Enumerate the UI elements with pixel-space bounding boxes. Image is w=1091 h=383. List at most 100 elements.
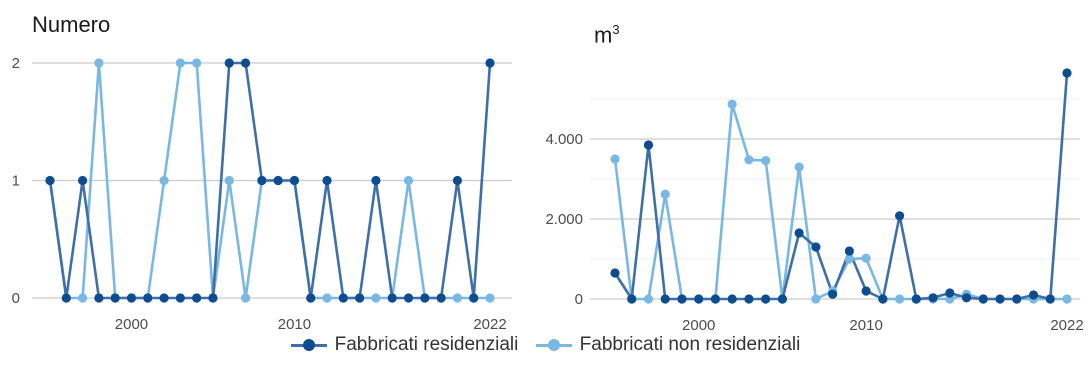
data-point-nonresidential <box>660 189 670 199</box>
data-point-residential <box>710 294 721 304</box>
x-tick-label: 2010 <box>849 317 882 330</box>
data-point-residential <box>273 175 283 186</box>
data-point-residential <box>861 286 871 296</box>
data-point-nonresidential <box>811 294 821 304</box>
legend-swatch-residential <box>290 336 327 354</box>
data-point-residential <box>610 268 620 278</box>
data-point-residential <box>322 175 332 186</box>
x-tick-label: 2000 <box>682 317 715 330</box>
legend-label-residential: Fabbricati residenziali <box>334 334 519 355</box>
y-tick-label: 2 <box>12 55 20 72</box>
data-point-residential <box>485 58 495 68</box>
data-point-residential <box>1045 294 1055 304</box>
data-point-residential <box>143 293 153 303</box>
data-point-residential <box>844 246 854 256</box>
x-tick-label: 2000 <box>115 316 148 330</box>
data-point-residential <box>677 294 687 304</box>
x-tick-label: 2022 <box>1050 317 1083 330</box>
data-point-nonresidential <box>322 293 332 303</box>
data-point-nonresidential <box>403 175 414 186</box>
data-point-residential <box>452 175 463 186</box>
data-point-residential <box>1028 290 1039 300</box>
legend-item-residential[interactable]: Fabbricati residenziali <box>290 334 519 356</box>
data-point-residential <box>94 293 104 303</box>
data-point-residential <box>978 294 988 304</box>
data-point-residential <box>224 58 234 68</box>
data-point-residential <box>420 293 430 303</box>
data-point-nonresidential <box>192 58 202 68</box>
data-point-nonresidential <box>94 58 104 68</box>
data-point-nonresidential <box>861 253 871 263</box>
data-point-residential <box>761 294 771 304</box>
data-point-nonresidential <box>794 162 804 172</box>
x-tick-label: 2010 <box>278 316 311 330</box>
data-point-residential <box>627 294 637 304</box>
data-point-residential <box>240 58 251 68</box>
data-point-nonresidential <box>452 293 463 303</box>
data-point-residential <box>961 293 972 303</box>
data-point-nonresidential <box>744 155 754 165</box>
data-point-nonresidential <box>485 293 495 303</box>
chart-2-title: m3 <box>594 22 620 48</box>
data-point-residential <box>208 293 218 303</box>
data-point-residential <box>436 293 446 303</box>
data-point-residential <box>828 289 838 299</box>
y-tick-label: 1 <box>12 173 20 190</box>
data-point-residential <box>257 175 267 186</box>
data-point-nonresidential <box>224 175 234 186</box>
data-point-residential <box>355 293 365 303</box>
y-tick-label: 4.000 <box>545 131 583 148</box>
data-point-residential <box>306 293 316 303</box>
data-point-residential <box>1012 294 1022 304</box>
y-tick-label: 0 <box>575 291 583 308</box>
data-point-residential <box>1062 68 1072 78</box>
data-point-residential <box>61 293 71 303</box>
data-point-residential <box>387 293 397 303</box>
data-point-residential <box>338 293 348 303</box>
data-point-residential <box>45 175 55 186</box>
data-point-nonresidential <box>894 294 905 304</box>
data-point-nonresidential <box>371 293 381 303</box>
data-point-residential <box>371 175 381 186</box>
data-point-residential <box>694 294 704 304</box>
legend: Fabbricati residenziali Fabbricati non r… <box>0 334 1091 360</box>
y-tick-label: 2.000 <box>545 211 583 228</box>
data-point-residential <box>928 293 938 303</box>
data-point-residential <box>794 228 804 238</box>
data-point-residential <box>878 294 888 304</box>
data-point-nonresidential <box>77 293 88 303</box>
data-point-residential <box>175 293 185 303</box>
data-point-residential <box>110 293 120 303</box>
data-point-nonresidential <box>1062 294 1072 304</box>
data-point-nonresidential <box>159 175 169 186</box>
data-point-residential <box>660 294 670 304</box>
y-tick-label: 0 <box>12 290 20 307</box>
data-point-residential <box>911 294 921 304</box>
data-point-residential <box>192 293 202 303</box>
data-point-residential <box>894 211 905 221</box>
series-line-residential <box>613 72 1069 301</box>
data-point-nonresidential <box>727 99 737 109</box>
data-point-residential <box>727 294 737 304</box>
data-point-residential <box>469 293 479 303</box>
series-line-residential <box>48 61 492 300</box>
data-point-residential <box>159 293 169 303</box>
data-point-residential <box>403 293 414 303</box>
data-point-residential <box>126 293 137 303</box>
data-point-nonresidential <box>844 254 854 264</box>
data-point-residential <box>77 175 88 186</box>
data-point-nonresidential <box>610 154 620 164</box>
data-point-nonresidential <box>240 293 251 303</box>
data-point-residential <box>289 175 300 186</box>
charts-canvas: 0 1 2 2000 2010 2022 0 2.000 4.000 2000 2010 2022 <box>12 55 1084 330</box>
data-point-nonresidential <box>643 294 654 304</box>
legend-item-nonresidential[interactable]: Fabbricati non residenziali <box>535 334 801 356</box>
data-point-residential <box>777 294 788 304</box>
data-point-residential <box>811 242 821 252</box>
legend-swatch-nonresidential <box>535 336 572 354</box>
data-point-residential <box>643 140 654 150</box>
data-point-residential <box>945 288 955 298</box>
chart-1-title: Numero <box>32 12 111 37</box>
legend-label-nonresidential: Fabbricati non residenziali <box>579 334 801 355</box>
data-point-residential <box>995 294 1005 304</box>
